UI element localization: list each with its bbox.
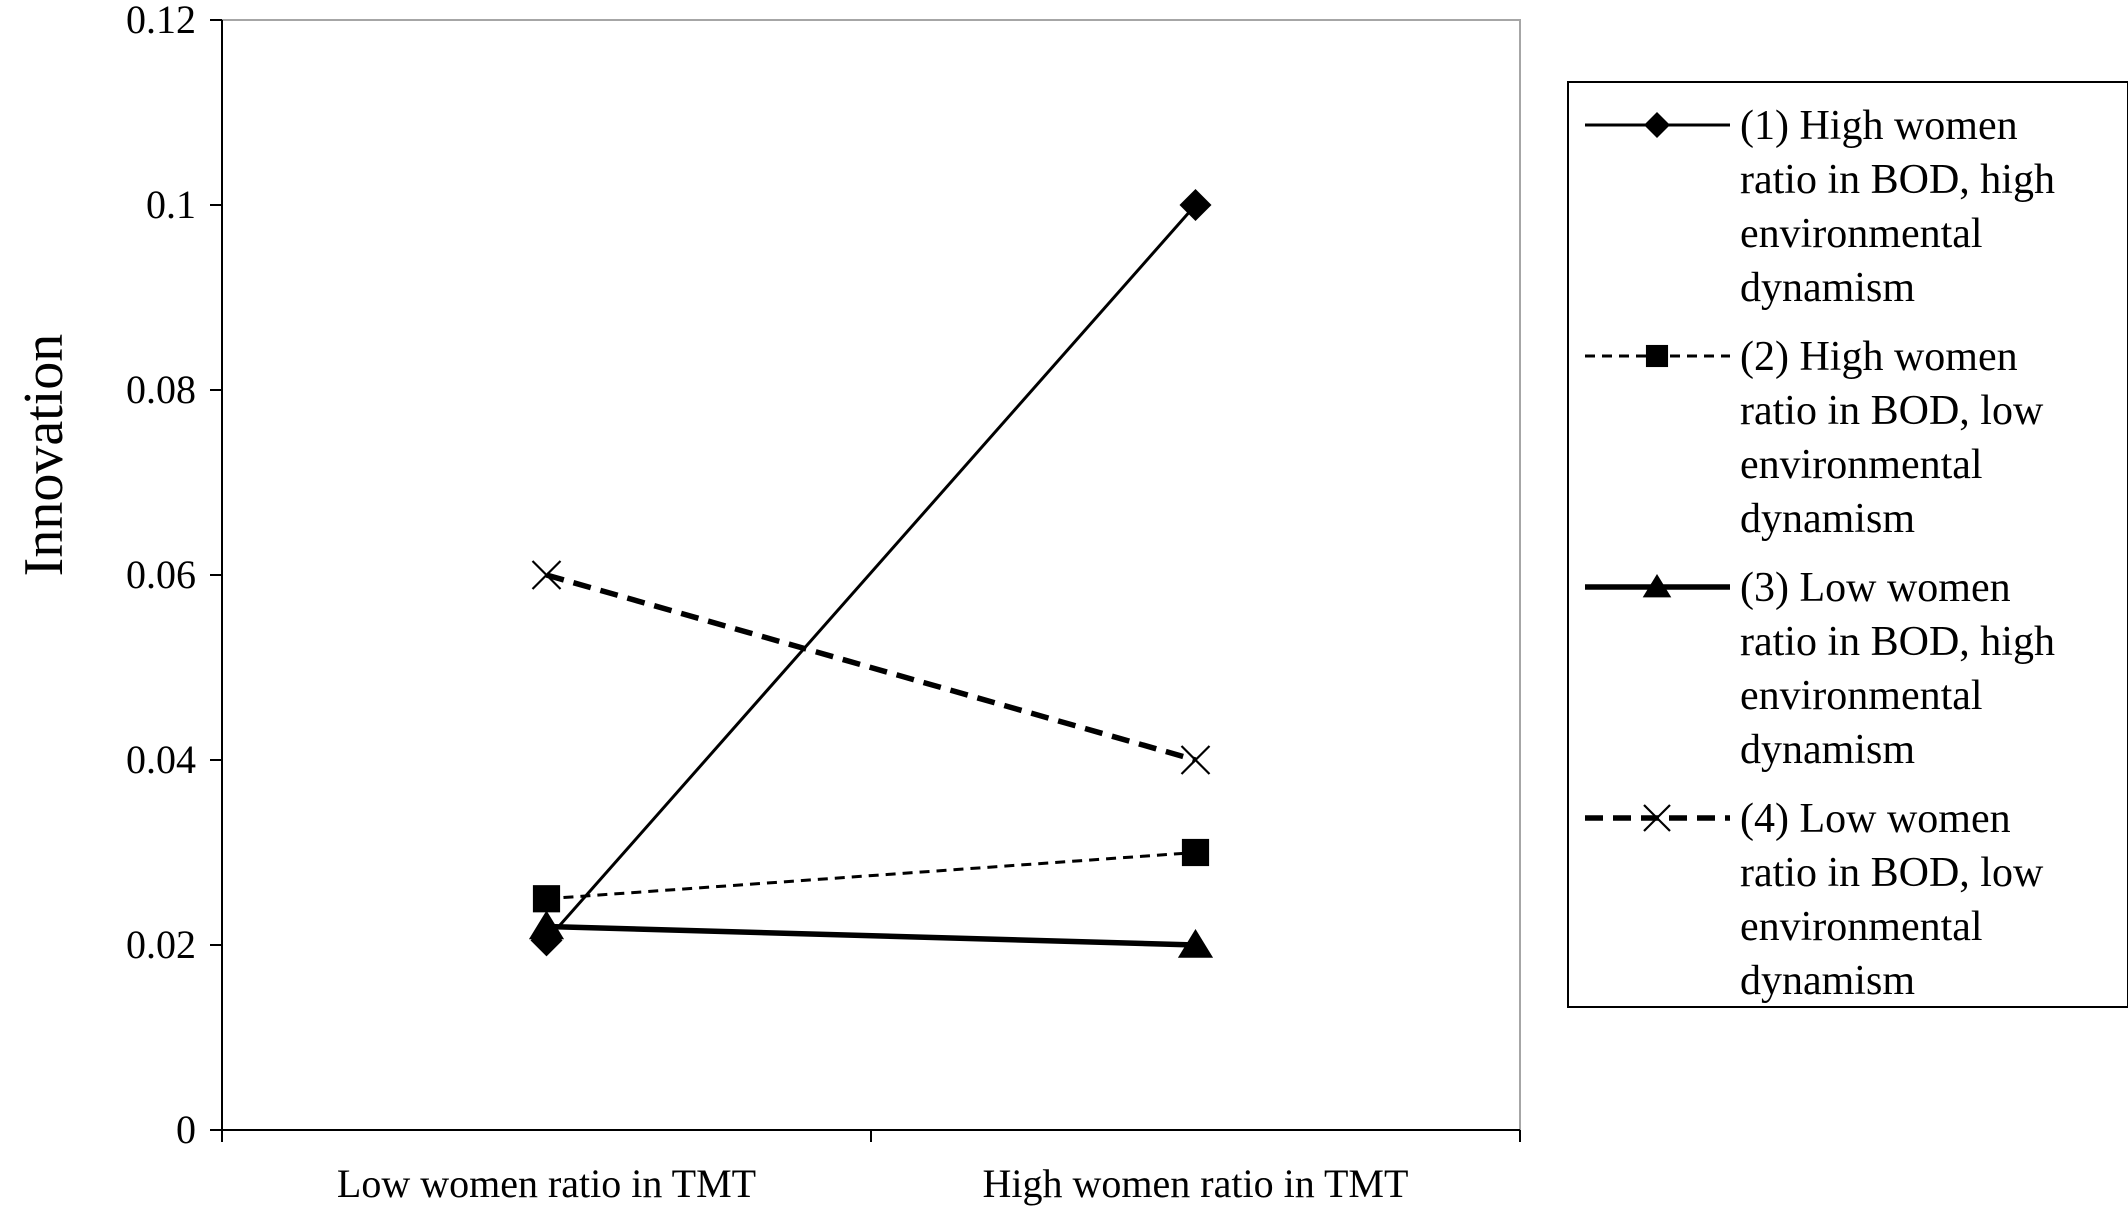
legend-label: environmental [1740, 442, 1983, 488]
x-ticks: Low women ratio in TMT High women ratio i… [221, 1130, 1521, 1206]
series-line [546, 923, 1196, 948]
series-line [545, 572, 1197, 763]
legend-item-3: (3) Low women ratio in BOD, high environme… [1585, 565, 2055, 773]
y-tick-label: 0.02 [126, 922, 196, 967]
legend-item-4: (4) Low women ratio in BOD, low environmen… [1585, 796, 2044, 1004]
legend-label: environmental [1740, 211, 1983, 257]
x-tick-label: High women ratio in TMT [983, 1161, 1409, 1206]
legend-label: environmental [1740, 904, 1983, 950]
diamond-marker [1179, 189, 1212, 221]
series-line [546, 851, 1196, 901]
series-layer [528, 189, 1214, 958]
series-4 [531, 560, 1211, 775]
triangle-marker [1177, 929, 1214, 958]
diamond-marker [1644, 112, 1670, 138]
legend-label: dynamism [1740, 265, 1915, 311]
y-tick-label: 0.06 [126, 552, 196, 597]
y-tick-label: 0 [176, 1107, 196, 1152]
y-tick-label: 0.08 [126, 367, 196, 412]
legend-label: ratio in BOD, high [1740, 157, 2055, 203]
y-tick-label: 0.1 [146, 182, 196, 227]
series-1 [530, 189, 1212, 957]
legend-label: (2) High women [1740, 334, 2018, 380]
x-marker [1180, 745, 1211, 775]
y-ticks: 0 0.02 0.04 0.06 0.08 0.1 0.12 [126, 0, 222, 1152]
legend-label: dynamism [1740, 496, 1915, 542]
square-marker [1645, 344, 1669, 368]
x-marker [531, 560, 562, 590]
legend-label: ratio in BOD, low [1740, 850, 2044, 896]
y-tick-label: 0.12 [126, 0, 196, 42]
legend: (1) High women ratio in BOD, high environm… [1567, 81, 2128, 1008]
series-line [545, 204, 1197, 942]
plot-area [221, 19, 1521, 1131]
legend-label: ratio in BOD, low [1740, 388, 2044, 434]
legend-label: (1) High women [1740, 103, 2018, 149]
legend-label: dynamism [1740, 958, 1915, 1004]
legend-label: ratio in BOD, high [1740, 619, 2055, 665]
legend-label: (4) Low women [1740, 796, 2011, 842]
square-marker [1181, 838, 1210, 867]
legend-label: environmental [1740, 673, 1983, 719]
series-2 [532, 838, 1210, 913]
legend-box [1567, 81, 2128, 1008]
x-marker [1643, 804, 1671, 832]
legend-label: (3) Low women [1740, 565, 2011, 611]
legend-item-2: (2) High women ratio in BOD, low environme… [1585, 334, 2044, 542]
triangle-marker [528, 910, 565, 940]
legend-label: dynamism [1740, 727, 1915, 773]
y-axis-title: Innovation [13, 334, 75, 577]
triangle-marker [1642, 574, 1672, 598]
y-tick-label: 0.04 [126, 737, 196, 782]
legend-item-1: (1) High women ratio in BOD, high environm… [1585, 103, 2055, 311]
square-marker [532, 885, 561, 913]
series-3 [528, 910, 1214, 958]
x-tick-label: Low women ratio in TMT [337, 1161, 756, 1206]
